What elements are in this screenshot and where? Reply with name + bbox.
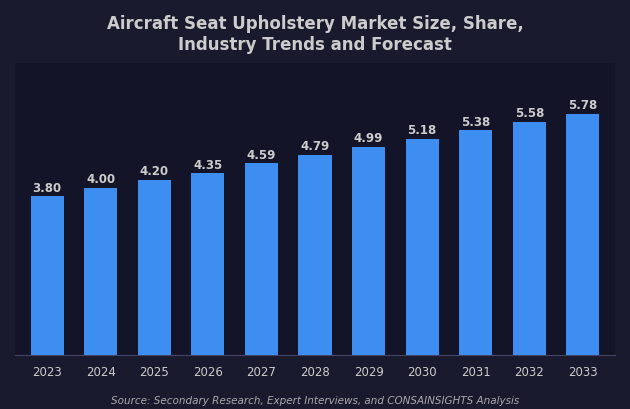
Bar	[406, 139, 438, 355]
Bar	[566, 115, 600, 355]
Text: 4.79: 4.79	[301, 140, 329, 153]
Title: Aircraft Seat Upholstery Market Size, Share,
Industry Trends and Forecast: Aircraft Seat Upholstery Market Size, Sh…	[106, 15, 524, 54]
Text: 5.18: 5.18	[408, 124, 437, 137]
Bar	[299, 155, 331, 355]
Bar	[84, 189, 117, 355]
Bar	[459, 131, 492, 355]
Text: 3.80: 3.80	[33, 181, 62, 194]
Text: 4.99: 4.99	[354, 132, 383, 145]
Text: 4.59: 4.59	[247, 148, 276, 162]
Text: 5.38: 5.38	[461, 115, 490, 128]
Bar	[138, 180, 171, 355]
Bar	[513, 123, 546, 355]
Text: Source: Secondary Research, Expert Interviews, and CONSAINSIGHTS Analysis: Source: Secondary Research, Expert Inter…	[111, 395, 519, 405]
Bar	[245, 164, 278, 355]
Text: 5.78: 5.78	[568, 99, 597, 112]
Bar	[352, 147, 385, 355]
Text: 4.00: 4.00	[86, 173, 115, 186]
Text: 4.35: 4.35	[193, 158, 222, 171]
Bar	[192, 174, 224, 355]
Bar	[30, 197, 64, 355]
Text: 5.58: 5.58	[515, 107, 544, 120]
Text: 4.20: 4.20	[140, 165, 169, 178]
